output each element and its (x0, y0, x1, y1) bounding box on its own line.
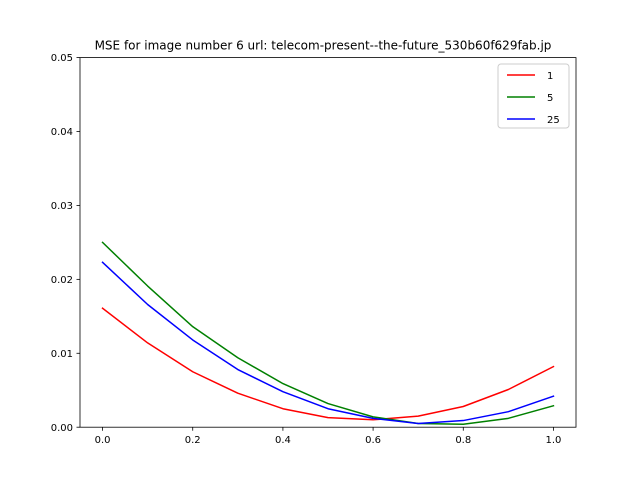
legend-label: 5 (547, 93, 553, 104)
series-line-5 (101, 241, 555, 425)
legend-label: 25 (547, 115, 560, 126)
y-tick-label: 0.05 (51, 53, 73, 64)
x-axis: 0.0 0.2 0.4 0.6 0.8 1.0 (95, 427, 562, 446)
y-axis: 0.00 0.01 0.02 0.03 0.04 0.05 (51, 53, 80, 434)
plot-lines (101, 241, 555, 425)
legend-box (497, 63, 570, 129)
y-tick-label: 0.00 (51, 423, 73, 434)
y-tick-label: 0.01 (51, 349, 73, 360)
x-tick-label: 0.2 (185, 435, 201, 446)
x-tick-label: 0.6 (365, 435, 381, 446)
legend-label: 1 (547, 71, 553, 82)
y-tick-label: 0.03 (51, 201, 73, 212)
chart-title: MSE for image number 6 url: telecom-pres… (95, 39, 552, 53)
x-tick-label: 0.0 (95, 435, 111, 446)
series-line-25 (101, 261, 555, 425)
x-tick-label: 1.0 (546, 435, 562, 446)
plot-frame (79, 57, 577, 428)
y-tick-label: 0.04 (51, 127, 73, 138)
series-line-1 (101, 307, 555, 421)
y-tick-label: 0.02 (51, 275, 73, 286)
x-tick-label: 0.4 (275, 435, 291, 446)
x-tick-label: 0.8 (455, 435, 471, 446)
